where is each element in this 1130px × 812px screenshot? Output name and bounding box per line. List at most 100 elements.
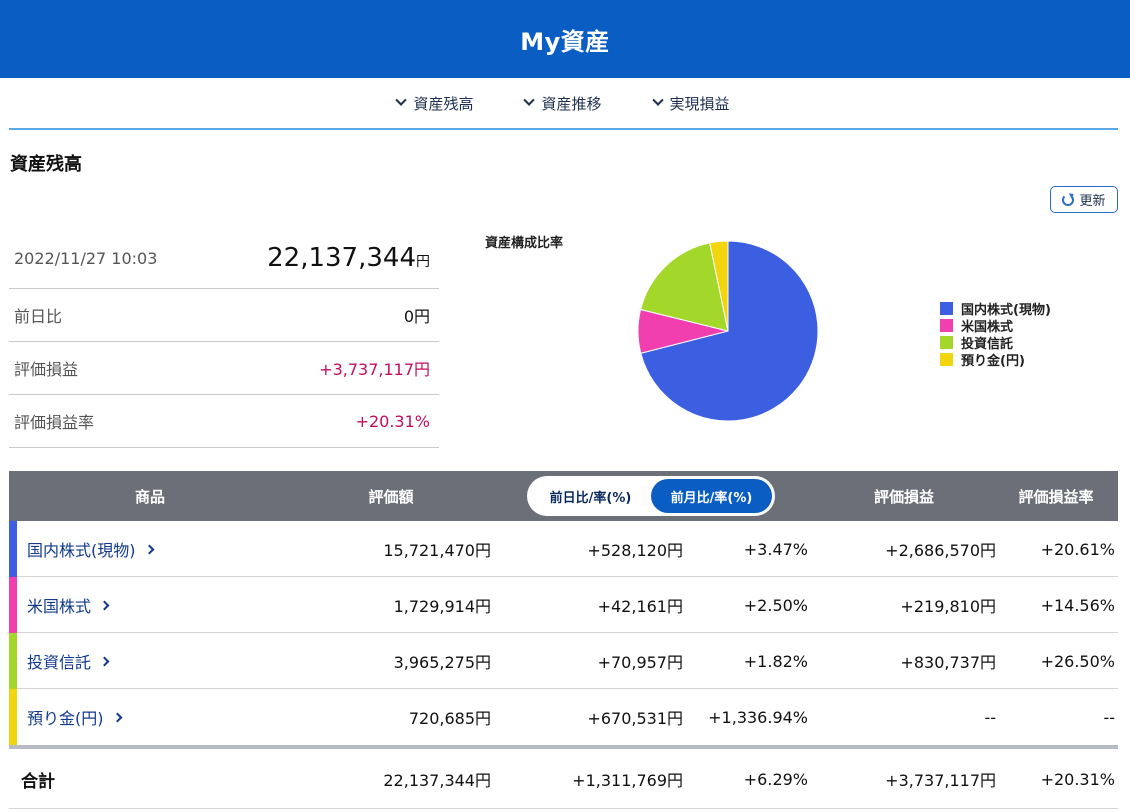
refresh-button[interactable]: 更新 [1050, 186, 1118, 213]
nav-item-label: 資産残高 [413, 94, 474, 113]
change-period-toggle: 前日比/率(%) 前月比/率(%) [527, 476, 775, 516]
total-profit-loss: +3,737,117円 [885, 771, 996, 790]
change: +670,531円 [587, 709, 683, 728]
legend-item: 国内株式(現物) [940, 300, 1051, 318]
col-header-name: 商品 [134, 487, 165, 506]
summary-row-pl-rate: 評価損益率 +20.31% [9, 395, 439, 448]
summary-label: 評価損益率 [14, 413, 95, 432]
pie-slice-0 [640, 240, 819, 422]
profit-loss-rate: +26.50% [1040, 651, 1115, 671]
summary-total-row: 2022/11/27 10:03 22,137,344円 [9, 228, 439, 289]
legend-label: 米国株式 [961, 320, 1014, 335]
change-rate: +1,336.94% [708, 707, 808, 727]
profit-loss: -- [984, 707, 996, 727]
total-profit-loss-rate: +20.31% [1040, 769, 1115, 789]
holding-name: 預り金(円) [27, 709, 104, 728]
holding-link[interactable]: 預り金(円) [27, 705, 122, 729]
holdings-table: 商品 評価額 前日比/率(%) 前月比/率(%) 評価損益 評価損益率 国内株式… [9, 471, 1118, 809]
col-header-pl-rate: 評価損益率 [1018, 487, 1094, 506]
legend-item: 投資信託 [940, 334, 1051, 352]
summary-row-day-change: 前日比 0円 [9, 289, 439, 342]
legend-item: 預り金(円) [940, 351, 1051, 369]
summary-label: 評価損益 [14, 360, 79, 379]
summary-total-value: 22,137,344 [267, 243, 416, 273]
holding-name: 投資信託 [27, 653, 92, 672]
table-row: 国内株式(現物) 15,721,470円 +528,120円 +3.47% +2… [9, 521, 1118, 577]
table-row: 米国株式 1,729,914円 +42,161円 +2.50% +219,810… [9, 577, 1118, 633]
holding-link[interactable]: 国内株式(現物) [27, 537, 154, 561]
pie-slice-3 [709, 240, 729, 332]
summary-total-unit: 円 [416, 254, 430, 270]
chart-legend: 国内株式(現物) 米国株式投資信託預り金(円) [940, 300, 1051, 369]
summary-datetime: 2022/11/27 10:03 [14, 248, 158, 268]
legend-label: 預り金(円) [961, 354, 1025, 369]
toggle-month-change[interactable]: 前月比/率(%) [651, 479, 772, 513]
profit-loss: +219,810円 [900, 597, 996, 616]
valuation: 1,729,914円 [393, 597, 491, 616]
valuation: 720,685円 [408, 709, 491, 728]
category-color-bar [9, 633, 17, 689]
chevron-down-icon [523, 94, 536, 106]
legend-item: 米国株式 [940, 317, 1051, 335]
valuation: 15,721,470円 [383, 541, 491, 560]
section-title: 資産残高 [10, 154, 82, 175]
chevron-right-icon [99, 600, 110, 610]
refresh-icon [1062, 193, 1075, 206]
change-rate: +2.50% [743, 595, 808, 615]
total-valuation: 22,137,344円 [383, 771, 491, 790]
summary-label: 前日比 [14, 307, 63, 326]
table-total-row: 合計 22,137,344円 +1,311,769円 +6.29% +3,737… [9, 749, 1118, 809]
summary-total: 22,137,344円 [267, 243, 430, 273]
holding-link[interactable]: 投資信託 [27, 649, 110, 673]
change-rate: +3.47% [743, 539, 808, 559]
legend-label: 投資信託 [961, 337, 1014, 352]
category-color-bar [9, 689, 17, 745]
holding-link[interactable]: 米国株式 [27, 593, 110, 617]
legend-swatch [940, 319, 953, 332]
valuation: 3,965,275円 [393, 653, 491, 672]
nav-item-balance[interactable]: 資産残高 [395, 93, 474, 114]
change: +42,161円 [597, 597, 683, 616]
legend-label: 国内株式(現物) [961, 303, 1051, 318]
total-label: 合計 [21, 771, 55, 792]
nav-item-label: 実現損益 [669, 94, 730, 113]
chevron-right-icon [99, 656, 110, 666]
page-title: My資産 [520, 27, 610, 56]
summary-value: +3,737,117円 [319, 360, 430, 379]
toggle-day-change[interactable]: 前日比/率(%) [549, 490, 632, 506]
refresh-label: 更新 [1079, 194, 1106, 209]
pie-slice-2 [639, 242, 729, 332]
holding-name: 国内株式(現物) [27, 541, 136, 560]
legend-swatch [940, 302, 953, 315]
category-color-bar [9, 521, 17, 577]
table-row: 預り金(円) 720,685円 +670,531円 +1,336.94% -- … [9, 689, 1118, 745]
col-header-valuation: 評価額 [368, 487, 414, 506]
chevron-down-icon [651, 94, 664, 106]
total-change: +1,311,769円 [572, 771, 683, 790]
nav-item-history[interactable]: 資産推移 [523, 93, 602, 114]
total-separator [9, 745, 1118, 749]
chart-title: 資産構成比率 [485, 236, 564, 251]
summary-value: +20.31% [355, 411, 430, 431]
app-header: My資産 [0, 0, 1130, 78]
change: +528,120円 [587, 541, 683, 560]
change-rate: +1.82% [743, 651, 808, 671]
chevron-down-icon [395, 94, 408, 106]
profit-loss-rate: +14.56% [1040, 595, 1115, 615]
col-header-pl: 評価損益 [873, 487, 934, 506]
summary-value: 0円 [403, 307, 430, 326]
category-color-bar [9, 577, 17, 633]
table-row: 投資信託 3,965,275円 +70,957円 +1.82% +830,737… [9, 633, 1118, 689]
profit-loss: +830,737円 [900, 653, 996, 672]
profit-loss-rate: -- [1103, 707, 1115, 727]
allocation-pie-chart [637, 240, 819, 422]
table-header: 商品 評価額 前日比/率(%) 前月比/率(%) 評価損益 評価損益率 [9, 471, 1118, 521]
profit-loss: +2,686,570円 [885, 541, 996, 560]
anchor-nav: 資産残高 資産推移 実現損益 [9, 78, 1118, 130]
summary-row-pl: 評価損益 +3,737,117円 [9, 342, 439, 395]
total-change-rate: +6.29% [743, 769, 808, 789]
chevron-right-icon [112, 712, 122, 722]
change: +70,957円 [597, 653, 683, 672]
nav-item-realized[interactable]: 実現損益 [651, 93, 730, 114]
profit-loss-rate: +20.61% [1040, 539, 1115, 559]
